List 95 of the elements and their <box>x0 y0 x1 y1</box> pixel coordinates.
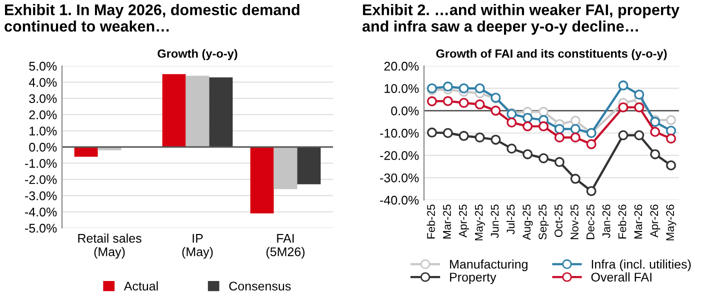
legend-label: Consensus <box>229 282 291 291</box>
point <box>522 149 533 160</box>
x-tick-label: FAI (5M26) <box>266 234 305 259</box>
point <box>618 102 628 112</box>
x-tick-label: Oct-25 <box>554 204 562 237</box>
point <box>538 121 549 132</box>
point <box>634 130 644 140</box>
point <box>522 112 533 123</box>
y-tick-label: 1.0% <box>30 126 57 136</box>
point <box>586 186 596 196</box>
y-tick-label: -4.0% <box>25 208 57 216</box>
point <box>506 118 517 128</box>
bar <box>74 147 98 157</box>
x-tick-label: Jul-25 <box>506 204 515 234</box>
point <box>554 124 564 134</box>
x-tick-label: Sep-25 <box>538 204 549 240</box>
bar <box>297 147 321 184</box>
point <box>474 99 485 110</box>
point <box>442 82 453 92</box>
bar <box>274 147 298 190</box>
point <box>474 83 485 94</box>
point <box>458 83 469 94</box>
point <box>554 132 564 142</box>
point <box>666 160 676 170</box>
point <box>458 130 469 141</box>
y-tick-label: 0.0% <box>391 106 419 116</box>
point <box>666 134 676 144</box>
point <box>570 132 580 142</box>
x-tick-label: Nov-25 <box>570 204 578 240</box>
point <box>458 98 469 108</box>
point <box>442 96 453 106</box>
point <box>634 102 644 112</box>
point <box>618 130 628 140</box>
x-tick-label: Feb-25 <box>426 204 435 238</box>
y-tick-label: 10.0% <box>384 84 419 93</box>
x-tick-label: Apr-25 <box>458 204 470 238</box>
bar <box>186 76 210 147</box>
y-tick-label: -30.0% <box>380 173 419 182</box>
point <box>570 116 580 126</box>
point <box>666 115 676 126</box>
y-tick-label: 4.0% <box>28 78 57 87</box>
legend-label: Actual <box>124 281 158 291</box>
legend-label: Overall FAI <box>591 272 652 282</box>
y-tick-label: 3.0% <box>29 94 57 104</box>
point <box>650 126 660 137</box>
point <box>474 132 485 142</box>
point <box>426 128 437 138</box>
point <box>538 153 549 164</box>
x-tick-label: Mar-25 <box>443 204 451 238</box>
chart-subtitle: Growth (y-o-y) <box>158 49 238 60</box>
y-tick-label: -40.0% <box>380 196 419 205</box>
bar <box>209 77 233 147</box>
y-tick-label: 20.0% <box>384 62 419 71</box>
legend-label: Manufacturing <box>450 259 528 272</box>
point <box>442 128 453 138</box>
x-tick-label: Dec-25 <box>586 204 594 240</box>
x-tick-label: Apr-26 <box>650 204 660 238</box>
chart-title: Exhibit 1. In May 2026, domestic demand continued to weaken… <box>4 4 300 32</box>
point <box>490 106 501 116</box>
point <box>650 149 660 160</box>
x-tick-label: May-25 <box>474 204 485 240</box>
y-tick-label: -1.0% <box>25 159 57 168</box>
y-tick-label: -5.0% <box>25 224 57 233</box>
point <box>490 134 501 145</box>
y-tick-label: -20.0% <box>380 151 419 160</box>
bar <box>250 147 274 214</box>
legend-label: Property <box>450 272 496 284</box>
x-tick-label: Retail sales (May) <box>78 234 142 259</box>
x-tick-label: Feb-26 <box>618 204 626 238</box>
point <box>522 121 533 132</box>
point <box>538 106 549 117</box>
y-tick-label: 0.0% <box>29 142 57 152</box>
point <box>506 144 517 154</box>
chart-subtitle: Growth of FAI and its constituents (y-o-y) <box>436 49 667 60</box>
y-tick-label: 2.0% <box>29 110 57 120</box>
x-tick-label: Jan-26 <box>602 204 610 238</box>
point <box>618 80 628 90</box>
y-tick-label: -3.0% <box>25 191 57 200</box>
point <box>634 90 644 100</box>
point <box>570 174 580 184</box>
y-tick-label: -10.0% <box>380 128 419 138</box>
y-tick-label: -2.0% <box>25 175 57 184</box>
y-tick-label: 5.0% <box>29 62 57 71</box>
point <box>426 96 437 106</box>
x-tick-label: Aug-25 <box>522 204 533 240</box>
x-tick-label: May-26 <box>666 204 676 240</box>
x-tick-label: IP (May) <box>182 234 213 259</box>
point <box>554 157 564 168</box>
point <box>586 139 596 150</box>
legend-label: Infra (incl. utilities) <box>592 259 691 272</box>
point <box>570 124 580 134</box>
x-tick-label: Mar-26 <box>634 204 642 238</box>
x-tick-label: Jun-25 <box>490 204 499 238</box>
chart-title: Exhibit 2. …and within weaker FAI, property and infra saw a deeper y-o-y decline… <box>362 4 680 35</box>
bar <box>162 74 186 147</box>
